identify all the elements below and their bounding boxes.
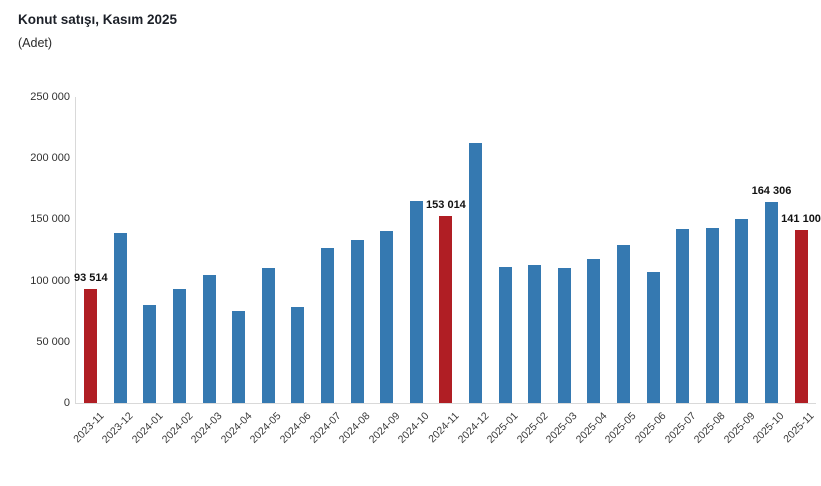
bar-chart-plot-area: 93 514 2023-11 2023-12 2024-01 2024-02 2024-0…	[71, 97, 821, 446]
x-axis-label: 2025-05	[603, 410, 639, 446]
bar-slot-2025-08: 2025-08	[692, 97, 728, 446]
bar-slot-2024-05: 2024-05	[248, 97, 284, 446]
x-axis-label: 2023-12	[100, 410, 136, 446]
x-axis-label: 2025-06	[632, 410, 669, 446]
bar-slot-2025-04: 2025-04	[574, 97, 609, 446]
bar-slot-2024-01: 2024-01	[130, 97, 165, 446]
x-axis-label: 2024-07	[307, 410, 344, 446]
bar-slot-2024-12: 2024-12	[455, 97, 491, 446]
bar-value-label: 93 514	[73, 271, 108, 284]
bar-slot-2024-09: 2024-09	[366, 97, 402, 446]
x-axis-label: 2025-02	[514, 410, 551, 446]
x-axis-label: 2024-05	[248, 410, 284, 446]
y-axis-tick-label: 50 000	[36, 336, 70, 348]
bar-slot-2024-03: 2024-03	[189, 97, 225, 446]
x-axis-label: 2025-01	[484, 410, 521, 446]
x-axis-label: 2025-07	[662, 410, 699, 446]
bar-slot-2024-11: 153 014 2024-11	[426, 97, 466, 445]
chart-title: Konut satışı, Kasım 2025	[18, 12, 178, 27]
y-axis-tick-label: 250 000	[30, 91, 70, 103]
bar-slot-2024-10: 2024-10	[396, 97, 432, 446]
bar-2025-10	[764, 201, 778, 403]
x-axis-label: 2024-11	[426, 410, 462, 446]
bar-2024-01	[143, 305, 157, 403]
x-axis-label: 2024-10	[396, 410, 432, 446]
bar-slot-2025-09: 2025-09	[722, 97, 757, 446]
bar-slot-2025-10: 164 306 2025-10	[751, 97, 791, 446]
bar-value-label: 141 100	[781, 213, 821, 226]
x-axis-label: 2024-01	[129, 410, 166, 446]
bar-2024-03	[202, 275, 216, 403]
bar-2025-01	[498, 266, 512, 403]
bar-slot-2025-07: 2025-07	[662, 97, 698, 446]
x-axis-label: 2024-08	[336, 410, 373, 446]
x-axis-label: 2024-03	[188, 410, 225, 446]
bar-slot-2024-08: 2024-08	[337, 97, 373, 446]
y-axis-tick-label: 100 000	[30, 275, 70, 287]
bar-slot-2024-07: 2024-07	[307, 97, 343, 446]
bar-slot-2025-11: 141 100 2025-11	[781, 97, 821, 445]
x-axis-label: 2025-04	[573, 410, 610, 446]
bar-2025-08	[705, 227, 719, 403]
bar-slot-2023-11: 93 514 2023-11	[71, 97, 108, 446]
bar-2025-11	[794, 230, 808, 403]
bar-2025-06	[646, 272, 660, 403]
bar-2025-09	[735, 218, 749, 403]
x-axis-label: 2025-11	[781, 410, 817, 446]
bar-slot-2025-01: 2025-01	[485, 97, 521, 446]
y-axis-tick-label: 150 000	[30, 213, 70, 225]
bar-2024-04	[232, 311, 246, 403]
bar-slot-2024-02: 2024-02	[159, 97, 195, 446]
bar-slot-2024-06: 2024-06	[278, 97, 313, 446]
bar-slot-2024-04: 2024-04	[219, 97, 254, 446]
x-axis-label: 2024-12	[455, 410, 492, 446]
bar-slot-2025-05: 2025-05	[603, 97, 639, 446]
bar-2025-03	[557, 268, 571, 403]
bar-slot-2025-03: 2025-03	[544, 97, 580, 446]
bar-2024-05	[261, 268, 275, 403]
bar-value-label: 164 306	[751, 184, 792, 197]
bar-value-label: 153 014	[426, 198, 466, 211]
x-axis-label: 2024-02	[159, 410, 196, 446]
x-axis-label: 2025-09	[721, 410, 758, 446]
bar-2024-02	[173, 288, 187, 403]
x-axis-label: 2025-10	[751, 410, 787, 446]
x-axis-label: 2025-03	[544, 410, 580, 446]
x-axis-label: 2024-06	[277, 410, 314, 446]
bar-2024-07	[321, 248, 335, 403]
bar-2023-12	[113, 233, 127, 403]
bar-2024-10	[409, 201, 423, 403]
bar-2024-08	[350, 239, 364, 403]
bar-2023-11	[84, 288, 98, 403]
y-axis-tick-label: 200 000	[30, 152, 70, 164]
bar-slot-2023-12: 2023-12	[100, 97, 136, 446]
bar-2025-07	[676, 229, 690, 403]
bar-2024-12	[469, 142, 483, 403]
y-axis-tick-label: 0	[63, 397, 70, 409]
bar-2024-09	[380, 231, 394, 403]
chart-unit-label: (Adet)	[18, 36, 53, 50]
bar-slot-2025-06: 2025-06	[633, 97, 669, 446]
bar-2024-06	[291, 306, 305, 403]
bar-slot-2025-02: 2025-02	[514, 97, 550, 446]
x-axis-label: 2024-09	[366, 410, 403, 446]
bar-2025-04	[587, 258, 601, 403]
bar-2025-02	[528, 265, 542, 403]
x-axis-label: 2025-08	[692, 410, 728, 446]
bar-2024-11	[439, 215, 453, 403]
x-axis-label: 2023-11	[71, 410, 107, 446]
x-axis-label: 2024-04	[218, 410, 255, 446]
bar-2025-05	[616, 244, 630, 403]
